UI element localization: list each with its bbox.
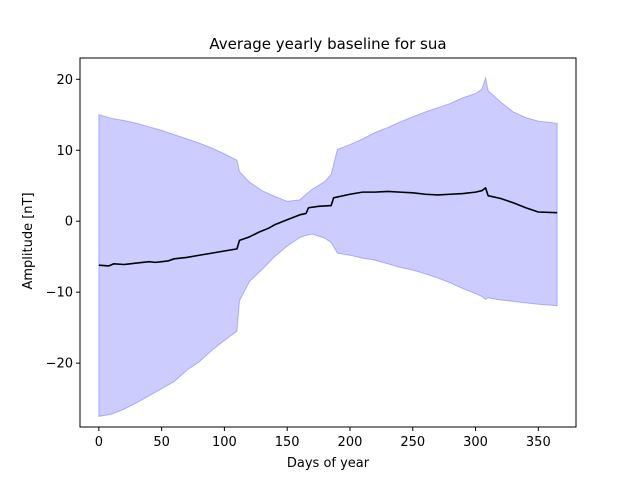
y-tick-label: −10 <box>46 286 73 301</box>
x-tick-label: 200 <box>338 435 363 450</box>
x-tick-label: 100 <box>212 435 237 450</box>
x-tick-label: 300 <box>463 435 488 450</box>
plot-area <box>98 75 558 417</box>
x-tick-label: 350 <box>526 435 551 450</box>
x-tick-label: 50 <box>153 435 170 450</box>
chart-title: Average yearly baseline for sua <box>209 35 446 53</box>
y-tick-label: 10 <box>56 144 73 159</box>
y-tick-label: 0 <box>65 215 73 230</box>
x-tick-label: 150 <box>275 435 300 450</box>
x-axis-label: Days of year <box>287 456 370 471</box>
y-tick-label: 20 <box>56 73 73 88</box>
series-line <box>98 187 558 267</box>
series-band <box>98 75 558 417</box>
x-tick-label: 0 <box>95 435 103 450</box>
y-axis: −20 −10 0 10 20 <box>46 73 80 372</box>
axes-frame <box>79 57 577 428</box>
y-tick-label: −20 <box>46 357 73 372</box>
y-axis-label: Amplitude [nT] <box>21 192 36 289</box>
x-axis: 0 50 100 150 200 250 300 350 <box>95 427 551 450</box>
x-tick-label: 250 <box>400 435 425 450</box>
